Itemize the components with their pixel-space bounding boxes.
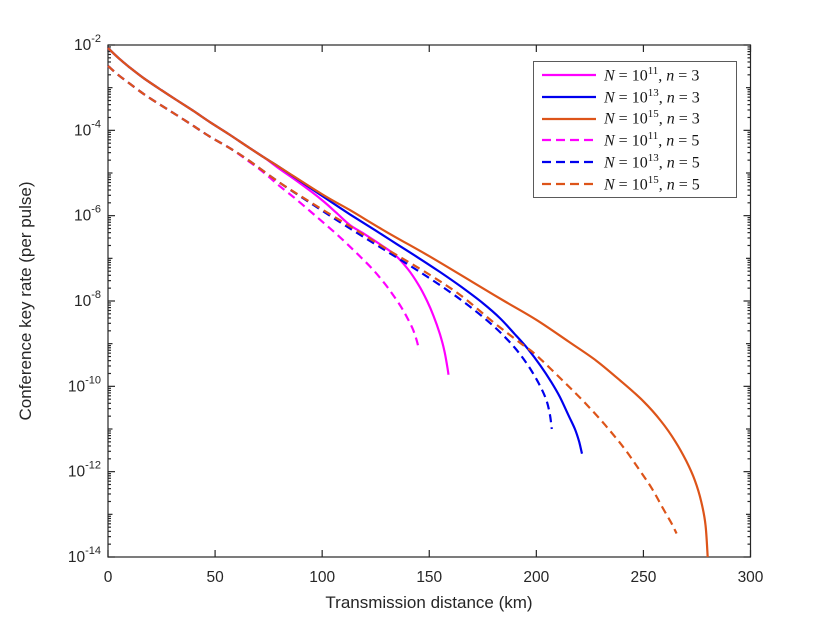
x-tick-label: 50 xyxy=(206,569,224,586)
legend-line-sample xyxy=(542,182,596,185)
legend-item-N1e15-n3: N = 1015, n = 3 xyxy=(539,108,736,129)
legend-item-label: N = 1011, n = 3 xyxy=(604,65,700,85)
x-tick-label: 150 xyxy=(416,569,442,586)
legend-line-sample xyxy=(542,95,596,99)
x-tick-label: 100 xyxy=(309,569,335,586)
y-tick-label: 10-14 xyxy=(68,545,101,566)
curve-N1e11-n5 xyxy=(107,65,421,351)
legend-line-sample xyxy=(542,160,596,164)
x-tick-label: 0 xyxy=(104,569,113,586)
y-tick-label: 10-12 xyxy=(68,460,101,481)
legend-line-sample xyxy=(542,139,596,142)
legend-line-sample xyxy=(542,117,596,120)
curve-N1e13-n3 xyxy=(107,47,584,454)
legend-item-label: N = 1011, n = 5 xyxy=(604,130,700,150)
curve-N1e15-n3 xyxy=(107,47,709,558)
y-tick-label: 10-10 xyxy=(68,374,101,395)
y-axis-label: Conference key rate (per pulse) xyxy=(16,181,35,421)
x-tick-label: 250 xyxy=(630,569,656,586)
x-tick-label: 200 xyxy=(523,569,549,586)
curve-N1e11-n3 xyxy=(107,47,450,375)
legend-item-label: N = 1015, n = 3 xyxy=(604,108,700,128)
legend-item-label: N = 1013, n = 3 xyxy=(604,86,700,107)
y-tick-label: 10-6 xyxy=(74,204,101,225)
legend-item-N1e15-n5: N = 1015, n = 5 xyxy=(539,173,736,194)
y-tick-label: 10-4 xyxy=(74,118,101,139)
legend-item-label: N = 1015, n = 5 xyxy=(604,173,700,193)
legend-item-N1e11-n5: N = 1011, n = 5 xyxy=(539,130,736,151)
x-axis-label: Transmission distance (km) xyxy=(325,593,533,612)
curve-N1e15-n5 xyxy=(107,65,678,535)
legend-item-label: N = 1013, n = 5 xyxy=(604,151,700,172)
y-tick-label: 10-8 xyxy=(74,289,101,310)
x-tick-label: 300 xyxy=(738,569,764,586)
legend-line-sample xyxy=(542,74,596,77)
legend-item-N1e11-n3: N = 1011, n = 3 xyxy=(539,65,736,86)
y-tick-label: 10-2 xyxy=(74,33,101,54)
curve-N1e13-n5 xyxy=(107,65,553,430)
legend-item-N1e13-n3: N = 1013, n = 3 xyxy=(539,86,736,107)
legend-item-N1e13-n5: N = 1013, n = 5 xyxy=(539,152,736,173)
